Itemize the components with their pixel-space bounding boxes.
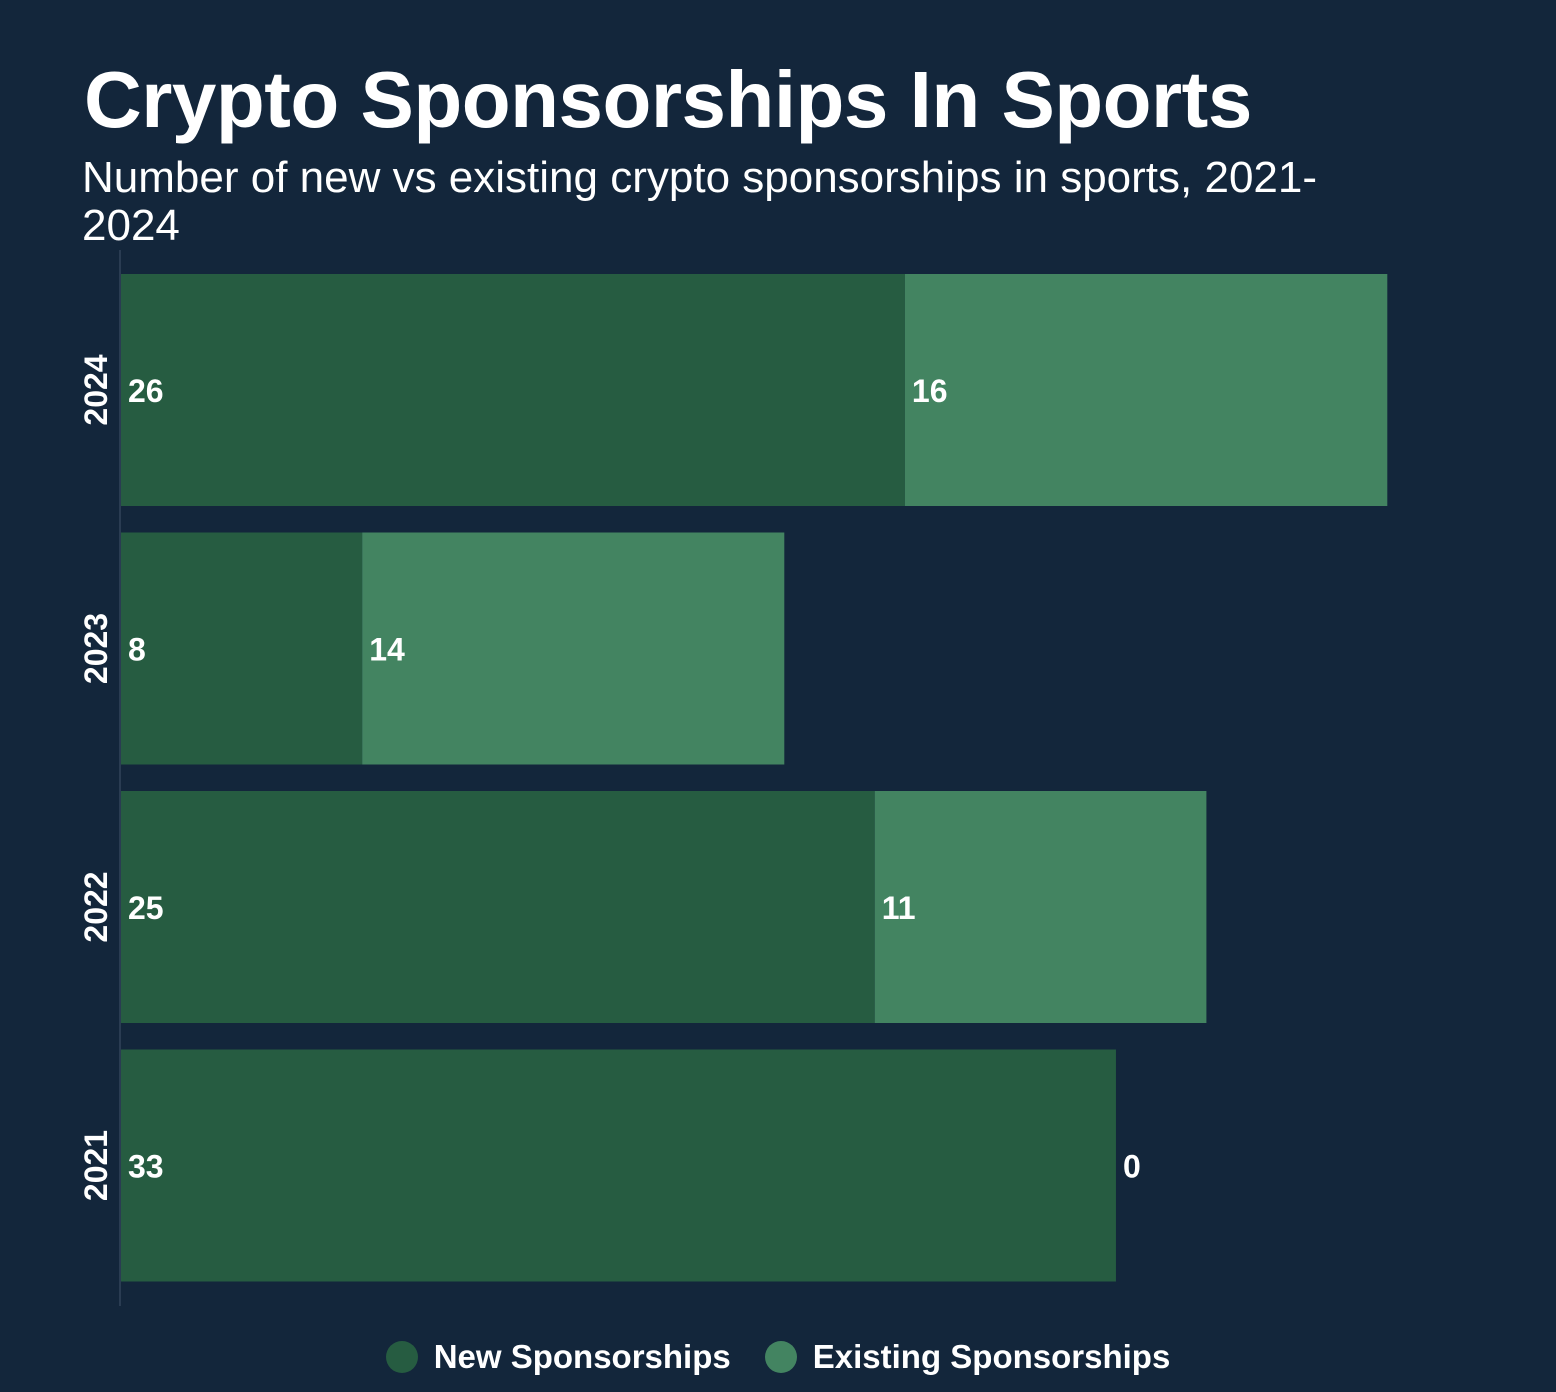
bar-existing-2022[interactable]: [874, 791, 1207, 1023]
chart-subtitle: Number of new vs existing crypto sponsor…: [82, 153, 1318, 250]
category-label-2024: 2024: [78, 354, 114, 425]
legend: New Sponsorships Existing Sponsorships: [0, 1334, 1556, 1380]
bar-existing-2024[interactable]: [904, 274, 1388, 506]
value-label-new-2023: 8: [128, 632, 146, 668]
value-label-existing-2023: 14: [369, 632, 405, 668]
value-label-new-2024: 26: [128, 373, 164, 409]
legend-swatch-new: [385, 1341, 418, 1373]
bar-existing-2023[interactable]: [362, 532, 785, 765]
chart-title: Crypto Sponsorships In Sports: [84, 55, 1252, 144]
category-label-2021: 2021: [78, 1130, 114, 1201]
legend-label-new: New Sponsorships: [433, 1338, 731, 1375]
value-label-existing-2024: 16: [912, 373, 948, 409]
bar-new-2024[interactable]: [121, 274, 905, 506]
category-label-2023: 2023: [78, 613, 114, 684]
bar-new-2021[interactable]: [121, 1049, 1116, 1282]
legend-swatch-existing: [764, 1341, 797, 1373]
category-label-2022: 2022: [78, 871, 114, 942]
value-label-existing-2022: 11: [882, 890, 916, 926]
value-label-new-2022: 25: [128, 890, 164, 926]
legend-item-new[interactable]: New Sponsorships: [385, 1338, 731, 1376]
value-label-new-2021: 33: [128, 1149, 164, 1185]
bar-new-2023[interactable]: [121, 532, 363, 765]
bar-new-2022[interactable]: [121, 791, 875, 1023]
legend-label-existing: Existing Sponsorships: [812, 1338, 1171, 1375]
value-label-existing-2021: 0: [1123, 1149, 1141, 1185]
legend-item-existing[interactable]: Existing Sponsorships: [764, 1338, 1171, 1376]
